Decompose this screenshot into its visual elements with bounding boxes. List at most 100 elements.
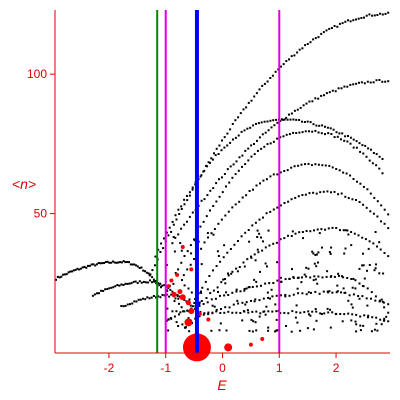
data-point: [163, 294, 166, 297]
data-point: [225, 291, 228, 294]
data-point: [112, 286, 115, 289]
data-point: [171, 220, 174, 223]
data-point: [307, 267, 310, 270]
data-point: [190, 252, 193, 255]
data-point: [218, 178, 220, 181]
data-point: [246, 309, 249, 312]
data-point: [183, 203, 186, 206]
highlight-point: [206, 317, 211, 322]
data-point: [247, 101, 250, 104]
highlight-point: [166, 284, 171, 289]
data-point: [69, 270, 72, 273]
data-point: [357, 295, 360, 297]
data-point: [93, 293, 96, 296]
data-point: [308, 130, 310, 133]
data-point: [199, 310, 202, 313]
data-point: [202, 220, 205, 223]
data-point: [311, 250, 314, 253]
data-point: [167, 234, 170, 237]
data-point: [372, 81, 375, 84]
data-point: [292, 118, 295, 121]
data-point: [180, 261, 183, 264]
data-point: [130, 282, 133, 285]
data-point: [115, 261, 118, 264]
data-point: [152, 278, 155, 281]
data-point: [366, 287, 369, 290]
data-point: [262, 179, 265, 182]
data-point: [216, 250, 219, 253]
data-point: [383, 317, 386, 320]
data-point: [293, 54, 296, 57]
data-point: [227, 210, 230, 213]
data-point: [383, 222, 386, 225]
data-point: [97, 262, 100, 264]
data-point: [264, 282, 267, 285]
data-point: [220, 218, 223, 221]
data-point: [296, 51, 299, 54]
data-point: [264, 313, 267, 316]
data-point: [375, 153, 378, 156]
data-point: [219, 260, 222, 263]
data-point: [262, 216, 264, 219]
data-point: [331, 311, 334, 314]
data-point: [361, 236, 364, 239]
data-point: [241, 196, 244, 199]
data-point: [186, 309, 189, 312]
data-point: [312, 328, 315, 331]
data-points: [55, 11, 390, 333]
data-point: [329, 127, 332, 130]
data-point: [351, 306, 354, 309]
data-point: [349, 83, 352, 86]
data-point: [149, 279, 151, 282]
data-point: [336, 290, 339, 293]
data-point: [142, 280, 145, 283]
data-point: [319, 191, 322, 194]
data-point: [381, 158, 384, 160]
data-point: [223, 136, 226, 139]
data-point: [367, 314, 370, 317]
data-point: [250, 255, 252, 258]
highlight-point: [177, 289, 183, 295]
data-point: [305, 266, 308, 269]
data-point: [165, 264, 168, 266]
data-point: [309, 41, 312, 44]
data-point: [312, 191, 315, 194]
data-point: [207, 161, 210, 164]
data-point: [267, 229, 270, 232]
data-point: [175, 321, 178, 324]
data-point: [292, 293, 295, 296]
data-point: [263, 120, 266, 123]
data-point: [291, 268, 293, 271]
data-point: [314, 129, 317, 132]
data-point: [351, 198, 354, 201]
data-point: [236, 299, 239, 302]
data-point: [305, 102, 308, 105]
data-point: [60, 275, 63, 278]
data-point: [114, 285, 117, 288]
data-point: [355, 199, 357, 201]
data-point: [333, 136, 336, 139]
data-point: [186, 199, 189, 202]
data-point: [177, 297, 180, 300]
data-point: [326, 126, 329, 129]
data-point: [279, 171, 282, 174]
data-point: [265, 305, 268, 308]
data-point: [248, 329, 251, 332]
data-point: [217, 255, 220, 257]
data-point: [212, 205, 215, 207]
data-point: [237, 240, 239, 242]
data-point: [168, 226, 171, 229]
data-point: [219, 294, 221, 297]
data-point: [173, 300, 176, 303]
data-point: [341, 132, 344, 135]
data-point: [154, 264, 156, 267]
data-point: [188, 194, 191, 197]
data-point: [335, 291, 338, 294]
data-point: [191, 211, 194, 214]
data-point: [349, 136, 352, 139]
data-point: [122, 284, 125, 286]
data-point: [314, 278, 317, 281]
data-point: [387, 320, 390, 323]
y-tick-label: 100: [27, 67, 47, 81]
data-point: [279, 136, 282, 139]
